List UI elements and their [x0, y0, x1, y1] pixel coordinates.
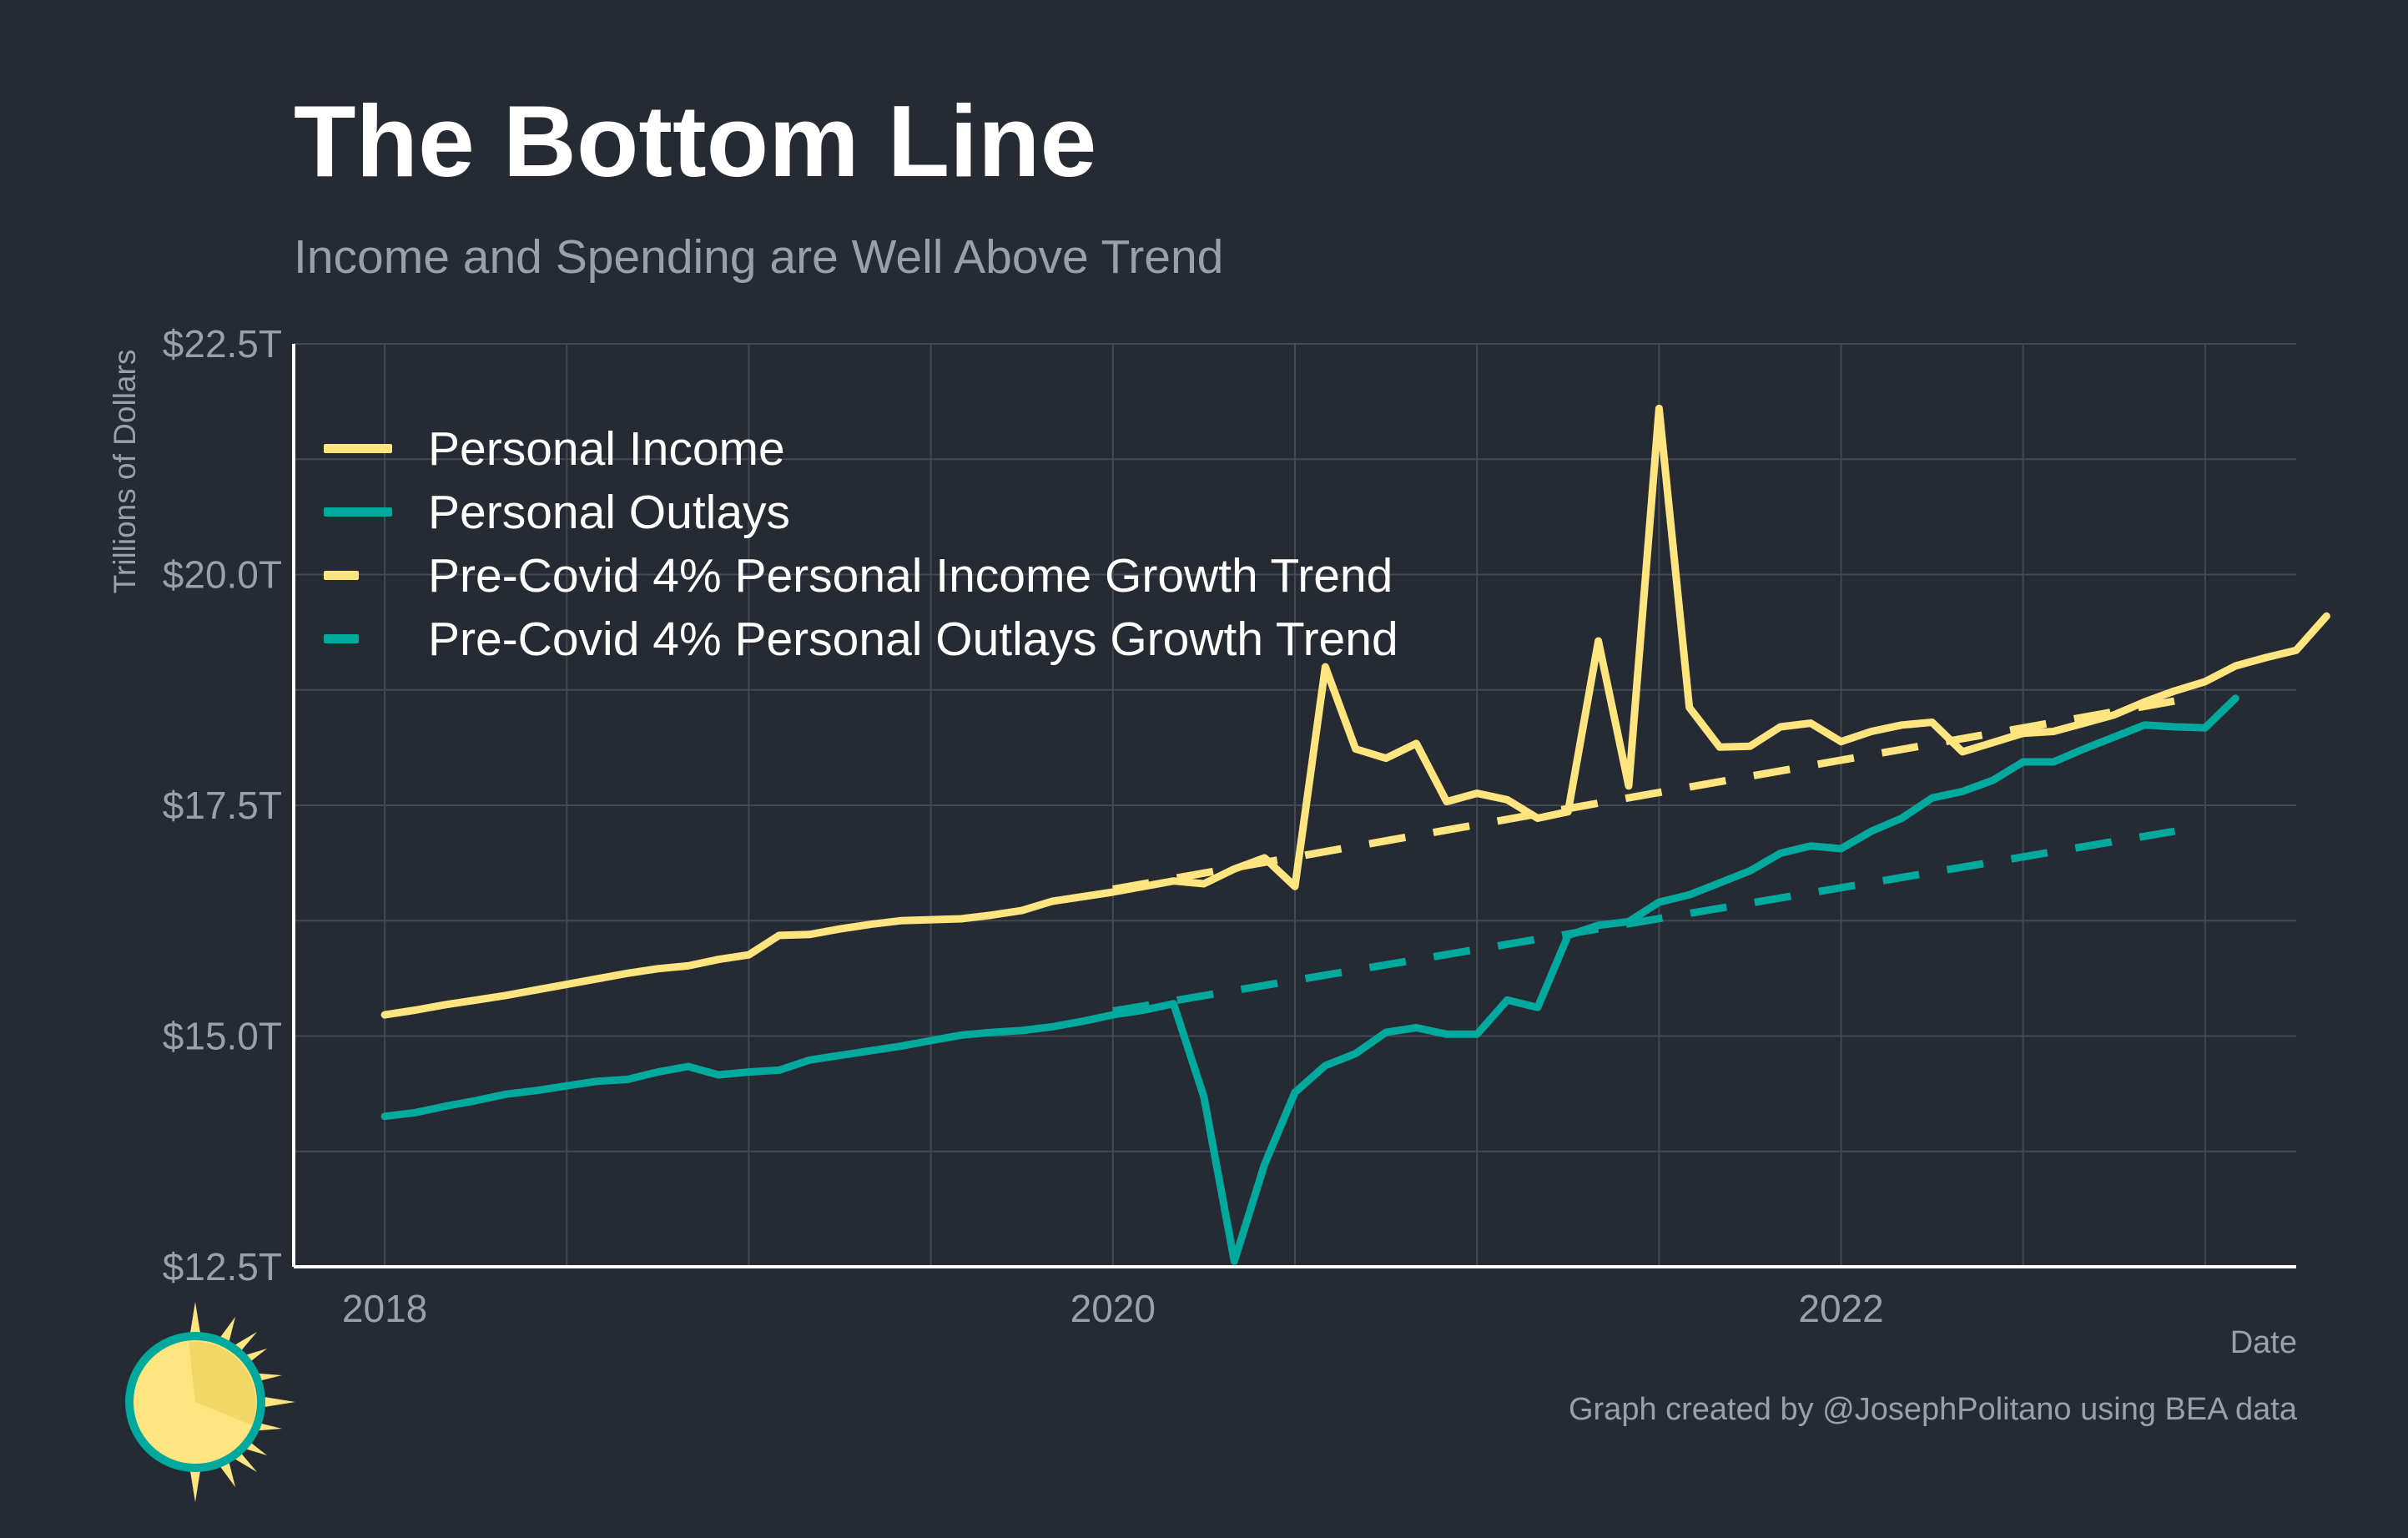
x-tick-label: 2018 — [342, 1287, 427, 1330]
series-line-pre-covid-4-personal-income-growth-trend — [1112, 697, 2176, 894]
legend-label: Personal Income — [428, 421, 785, 476]
chart-title: The Bottom Line — [294, 84, 1097, 198]
chart-grid — [294, 343, 2296, 1267]
legend-key-dashed-yellow — [321, 567, 396, 584]
legend-label: Pre-Covid 4% Personal Outlays Growth Tre… — [428, 612, 1398, 666]
legend-key-solid-teal — [321, 504, 396, 521]
x-axis-label: Date — [2229, 1325, 2297, 1360]
legend-key-solid-yellow — [321, 441, 396, 457]
y-tick-label: $17.5T — [163, 784, 282, 827]
source-caption: Graph created by @JosephPolitano using B… — [1568, 1392, 2297, 1427]
series-line-personal-outlays — [380, 694, 2239, 1265]
legend-label: Personal Outlays — [428, 485, 791, 539]
series-line-personal-income — [380, 404, 2330, 1019]
legend-item-personal-outlays: Personal Outlays — [321, 481, 1398, 544]
chart-axes — [292, 344, 2296, 1268]
tick-labels: $12.5T $15.0T $17.5T $20.0T $22.5T 2018 2020 20… — [163, 322, 1884, 1330]
series-line-pre-covid-4-personal-outlays-growth-trend — [1112, 827, 2176, 1016]
chart-legend: Personal Income Personal Outlays Pre-Cov… — [321, 417, 1398, 671]
legend-key-dashed-teal — [321, 631, 396, 648]
y-tick-label: $20.0T — [163, 553, 282, 597]
y-tick-label: $15.0T — [163, 1015, 282, 1058]
y-tick-label: $22.5T — [163, 322, 282, 366]
sun-logo-icon — [125, 1302, 295, 1502]
chart-series — [380, 404, 2330, 1265]
legend-item-personal-income: Personal Income — [321, 417, 1398, 481]
legend-item-income-trend: Pre-Covid 4% Personal Income Growth Tren… — [321, 544, 1398, 608]
legend-label: Pre-Covid 4% Personal Income Growth Tren… — [428, 548, 1393, 603]
y-axis-label: Trillions of Dollars — [108, 349, 142, 594]
y-tick-label: $12.5T — [163, 1245, 282, 1288]
legend-item-outlays-trend: Pre-Covid 4% Personal Outlays Growth Tre… — [321, 608, 1398, 671]
x-tick-label: 2020 — [1071, 1287, 1156, 1330]
x-tick-label: 2022 — [1798, 1287, 1883, 1330]
chart-subtitle: Income and Spending are Well Above Trend — [294, 230, 1224, 284]
